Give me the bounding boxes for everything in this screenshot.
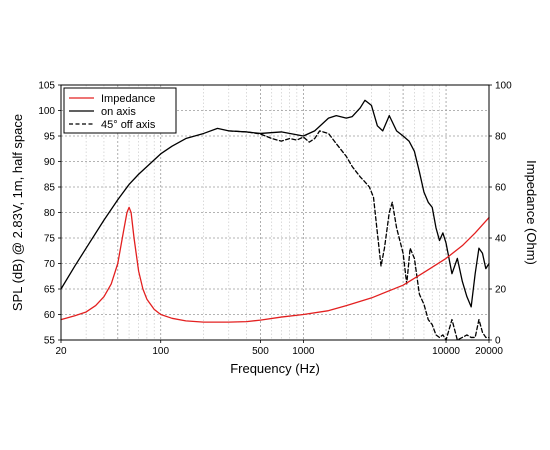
x-tick-label: 20	[55, 346, 67, 357]
y2-axis-label: Impedance (Ohm)	[524, 160, 539, 265]
ticks-layer: 20 100 500 1000 10000 20000556065707580859095…	[38, 81, 512, 358]
x-axis-label: Frequency (Hz)	[230, 361, 320, 376]
y-tick-label: 90	[44, 157, 56, 168]
legend-label-impedance: Impedance	[101, 93, 155, 105]
x-tick-label: 10000	[432, 346, 460, 357]
legend: Impedance on axis 45° off axis	[63, 87, 177, 134]
y2-tick-label: 100	[495, 81, 512, 92]
x-tick-label: 20000	[475, 346, 503, 357]
y2-tick-label: 60	[495, 183, 507, 194]
y-tick-label: 80	[44, 208, 56, 219]
series-line-on-axis	[60, 99, 490, 308]
y2-tick-label: 40	[495, 234, 507, 245]
y-tick-label: 55	[44, 336, 56, 347]
y-axis-label: SPL (dB) @ 2.83V, 1m, half space	[10, 114, 25, 311]
x-tick-label: 500	[252, 346, 269, 357]
grid-major	[61, 85, 489, 340]
y-tick-label: 70	[44, 259, 56, 270]
y-tick-label: 65	[44, 285, 56, 296]
y2-tick-label: 0	[495, 336, 501, 347]
y-tick-label: 105	[38, 81, 55, 92]
legend-label-on-axis: on axis	[101, 106, 136, 118]
series-line-impedance	[60, 206, 490, 323]
y-tick-label: 95	[44, 132, 56, 143]
legend-label-45-off-axis: 45° off axis	[101, 119, 156, 131]
y2-tick-label: 80	[495, 132, 507, 143]
series-layer	[60, 99, 490, 341]
x-tick-label: 100	[152, 346, 169, 357]
y-tick-label: 100	[38, 106, 55, 117]
series-line-45-off-axis	[228, 130, 490, 341]
y-tick-label: 75	[44, 234, 56, 245]
y-tick-label: 60	[44, 310, 56, 321]
y2-tick-label: 20	[495, 285, 507, 296]
y-tick-label: 85	[44, 183, 56, 194]
x-tick-label: 1000	[292, 346, 315, 357]
